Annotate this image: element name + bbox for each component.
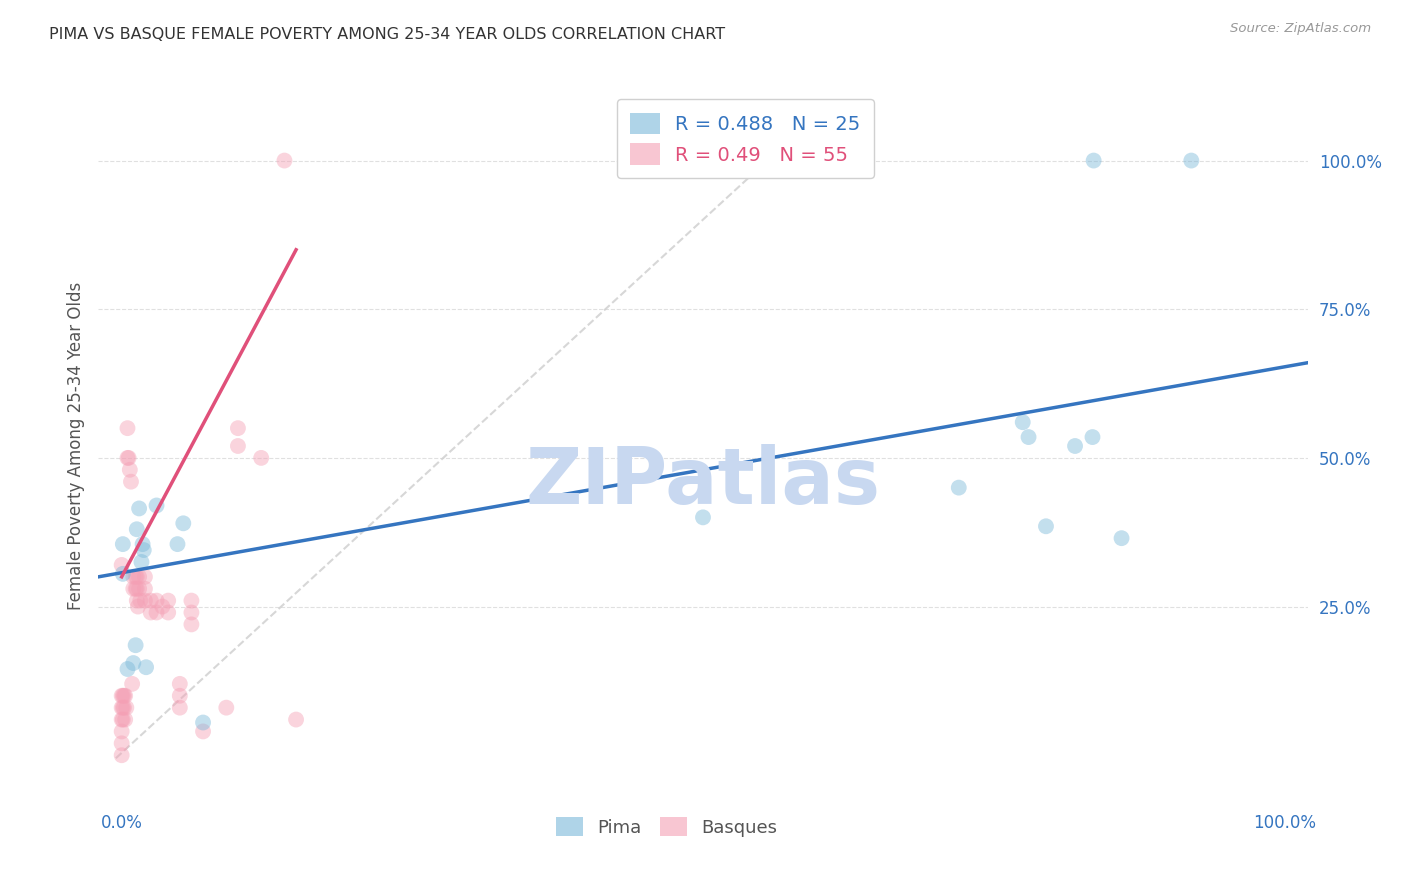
Point	[215, 700, 238, 714]
Point	[191, 724, 214, 739]
Point	[115, 700, 138, 714]
Point	[117, 421, 139, 435]
Point	[125, 582, 148, 596]
Point	[112, 700, 135, 714]
Point	[122, 582, 145, 596]
Point	[111, 689, 134, 703]
Point	[114, 689, 136, 703]
Point	[125, 593, 148, 607]
Point	[1011, 415, 1033, 429]
Point	[111, 700, 134, 714]
Point	[111, 724, 134, 739]
Point	[131, 555, 153, 569]
Point	[117, 662, 139, 676]
Point	[1064, 439, 1087, 453]
Point	[180, 617, 202, 632]
Point	[1035, 519, 1057, 533]
Point	[125, 522, 148, 536]
Point	[111, 537, 134, 551]
Point	[1081, 430, 1104, 444]
Point	[145, 593, 167, 607]
Point	[157, 593, 180, 607]
Y-axis label: Female Poverty Among 25-34 Year Olds: Female Poverty Among 25-34 Year Olds	[66, 282, 84, 610]
Point	[125, 570, 148, 584]
Point	[122, 570, 145, 584]
Point	[128, 501, 150, 516]
Text: Source: ZipAtlas.com: Source: ZipAtlas.com	[1230, 22, 1371, 36]
Point	[145, 499, 167, 513]
Point	[111, 736, 134, 750]
Point	[169, 689, 191, 703]
Point	[111, 558, 134, 572]
Point	[127, 599, 149, 614]
Point	[169, 700, 191, 714]
Point	[111, 713, 134, 727]
Point	[124, 582, 146, 596]
Point	[118, 450, 141, 465]
Point	[124, 638, 146, 652]
Point	[150, 599, 173, 614]
Point	[180, 593, 202, 607]
Point	[139, 593, 162, 607]
Point	[172, 516, 194, 531]
Point	[131, 537, 153, 551]
Point	[948, 481, 970, 495]
Point	[129, 593, 152, 607]
Point	[118, 463, 141, 477]
Point	[226, 439, 249, 453]
Text: ZIPatlas: ZIPatlas	[526, 443, 880, 520]
Point	[134, 570, 156, 584]
Point	[132, 543, 155, 558]
Point	[285, 713, 308, 727]
Point	[128, 570, 150, 584]
Point	[250, 450, 273, 465]
Point	[169, 677, 191, 691]
Point	[145, 606, 167, 620]
Point	[135, 660, 157, 674]
Point	[166, 537, 188, 551]
Point	[157, 606, 180, 620]
Legend: Pima, Basques: Pima, Basques	[548, 810, 785, 844]
Point	[1018, 430, 1040, 444]
Point	[111, 713, 134, 727]
Point	[124, 570, 146, 584]
Point	[112, 689, 135, 703]
Point	[120, 475, 142, 489]
Text: PIMA VS BASQUE FEMALE POVERTY AMONG 25-34 YEAR OLDS CORRELATION CHART: PIMA VS BASQUE FEMALE POVERTY AMONG 25-3…	[49, 27, 725, 42]
Point	[692, 510, 714, 524]
Point	[1083, 153, 1105, 168]
Point	[273, 153, 295, 168]
Point	[128, 582, 150, 596]
Point	[111, 566, 134, 581]
Point	[111, 748, 134, 763]
Point	[134, 582, 156, 596]
Point	[191, 715, 214, 730]
Point	[226, 421, 249, 435]
Point	[180, 606, 202, 620]
Point	[1180, 153, 1202, 168]
Point	[117, 450, 139, 465]
Point	[111, 700, 134, 714]
Point	[139, 606, 162, 620]
Point	[121, 677, 143, 691]
Point	[111, 689, 134, 703]
Point	[114, 713, 136, 727]
Point	[1111, 531, 1133, 545]
Point	[134, 593, 156, 607]
Point	[122, 656, 145, 670]
